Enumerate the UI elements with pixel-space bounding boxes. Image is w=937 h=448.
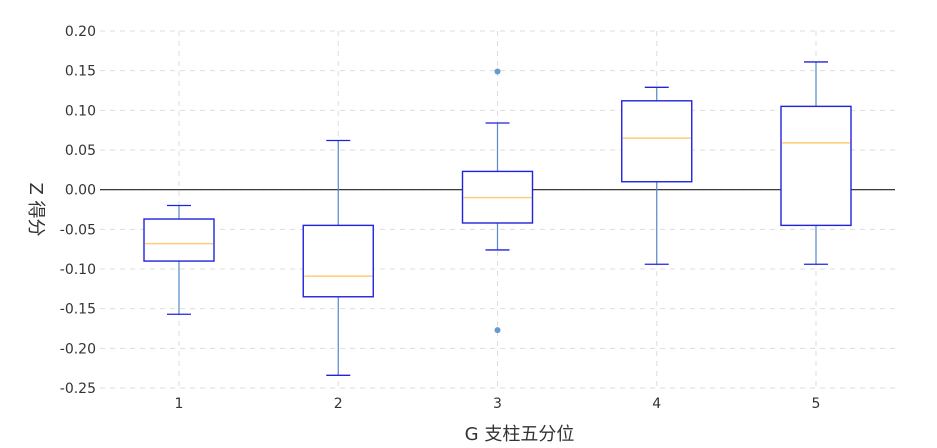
- y-tick-label: 0.05: [65, 143, 96, 159]
- box-group: [780, 61, 852, 265]
- iqr-box: [302, 224, 374, 298]
- box-group: [302, 139, 374, 376]
- y-tick-label: 0.15: [65, 64, 96, 80]
- y-tick-label: -0.15: [60, 302, 96, 318]
- x-tick-label: 2: [334, 396, 343, 412]
- y-tick-label: 0.00: [65, 183, 96, 199]
- box-group: [621, 86, 693, 265]
- iqr-box: [621, 100, 693, 183]
- y-tick-label: -0.20: [60, 341, 96, 357]
- box-group: [461, 68, 534, 334]
- x-tick-label: 1: [175, 396, 184, 412]
- y-tick-label: 0.20: [65, 24, 96, 40]
- boxes-layer: [143, 61, 852, 376]
- y-tick-label: -0.10: [60, 262, 96, 278]
- iqr-box: [143, 218, 215, 262]
- y-axis-title: Z 得分: [25, 182, 46, 236]
- y-axis-ticks: 0.20 0.15 0.10 0.05 0.00 -0.05 -0.10 -0.15 -0.20…: [60, 24, 96, 397]
- x-axis-title: G 支柱五分位: [465, 424, 575, 445]
- outlier-point: [494, 68, 501, 75]
- y-tick-label: -0.05: [60, 222, 96, 238]
- y-tick-label: 0.10: [65, 103, 96, 119]
- x-axis-ticks: 1 2 3 4 5: [175, 396, 821, 412]
- iqr-box: [780, 105, 852, 227]
- x-tick-label: 5: [812, 396, 821, 412]
- outlier-point: [494, 327, 501, 334]
- x-tick-label: 3: [493, 396, 502, 412]
- box-group: [143, 204, 215, 315]
- x-tick-label: 4: [652, 396, 661, 412]
- y-tick-label: -0.25: [60, 381, 96, 397]
